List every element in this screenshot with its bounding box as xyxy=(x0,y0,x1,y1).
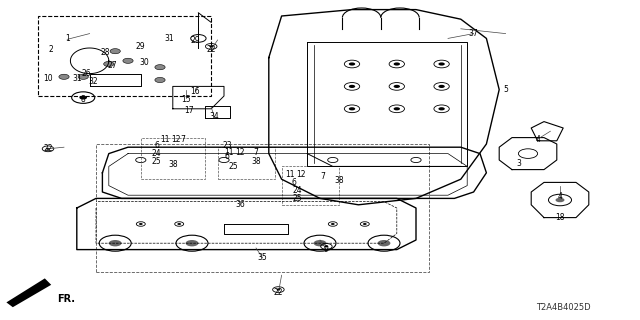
Circle shape xyxy=(394,62,400,66)
Text: 22: 22 xyxy=(207,45,216,54)
Text: 6: 6 xyxy=(225,152,230,161)
Text: 5: 5 xyxy=(503,85,508,94)
Text: 11: 11 xyxy=(161,135,170,144)
Text: 25: 25 xyxy=(152,157,162,166)
Text: 2: 2 xyxy=(49,45,54,54)
Text: 16: 16 xyxy=(190,87,200,96)
Circle shape xyxy=(276,289,280,291)
Circle shape xyxy=(394,85,400,88)
Text: 3: 3 xyxy=(516,159,521,168)
Polygon shape xyxy=(6,278,51,307)
Circle shape xyxy=(363,223,367,225)
Text: 30: 30 xyxy=(139,58,149,67)
Text: 12: 12 xyxy=(236,148,244,156)
Text: 26: 26 xyxy=(81,69,92,78)
Text: 38: 38 xyxy=(251,157,261,166)
Text: 38: 38 xyxy=(334,176,344,185)
Circle shape xyxy=(46,148,50,150)
Circle shape xyxy=(209,45,213,47)
Text: 17: 17 xyxy=(184,106,194,115)
Circle shape xyxy=(438,85,445,88)
Text: 23: 23 xyxy=(222,141,232,150)
Circle shape xyxy=(378,240,390,246)
Text: 7: 7 xyxy=(180,135,185,144)
Circle shape xyxy=(155,77,165,83)
Circle shape xyxy=(349,107,355,110)
Text: 4: 4 xyxy=(535,135,540,144)
Text: 7: 7 xyxy=(321,172,326,180)
Text: 1: 1 xyxy=(65,34,70,43)
Circle shape xyxy=(155,65,165,70)
Circle shape xyxy=(78,74,88,79)
Text: T2A4B4025D: T2A4B4025D xyxy=(536,303,591,312)
Circle shape xyxy=(177,223,181,225)
Circle shape xyxy=(110,49,120,54)
Text: 28: 28 xyxy=(101,48,110,57)
Text: 29: 29 xyxy=(190,36,200,44)
Text: 22: 22 xyxy=(274,288,283,297)
Circle shape xyxy=(324,245,328,247)
Circle shape xyxy=(394,107,400,110)
Text: 8: 8 xyxy=(81,95,86,104)
Text: 29: 29 xyxy=(136,42,146,51)
Text: 36: 36 xyxy=(235,200,245,209)
Text: 32: 32 xyxy=(88,77,98,86)
Text: 6: 6 xyxy=(292,178,297,187)
Text: 9: 9 xyxy=(324,245,329,254)
Circle shape xyxy=(556,198,564,202)
Text: 25: 25 xyxy=(292,194,303,203)
Text: 34: 34 xyxy=(209,112,220,121)
Circle shape xyxy=(314,240,326,246)
Text: 37: 37 xyxy=(468,29,479,38)
Text: 25: 25 xyxy=(228,162,239,171)
Circle shape xyxy=(123,58,133,63)
Text: 31: 31 xyxy=(72,74,82,83)
Circle shape xyxy=(59,74,69,79)
Text: 6: 6 xyxy=(154,141,159,150)
Text: 11: 11 xyxy=(285,170,294,179)
Circle shape xyxy=(349,85,355,88)
Text: 38: 38 xyxy=(168,160,178,169)
Text: 10: 10 xyxy=(43,74,53,83)
Text: 24: 24 xyxy=(152,149,162,158)
Text: 12: 12 xyxy=(296,170,305,179)
Text: 4: 4 xyxy=(557,192,563,201)
Text: 18: 18 xyxy=(556,213,564,222)
Text: 35: 35 xyxy=(257,253,268,262)
Circle shape xyxy=(139,223,143,225)
Circle shape xyxy=(104,61,114,67)
Circle shape xyxy=(186,240,198,246)
Text: 24: 24 xyxy=(292,186,303,195)
Circle shape xyxy=(331,223,335,225)
Text: 22: 22 xyxy=(44,144,52,153)
Text: 15: 15 xyxy=(180,95,191,104)
Circle shape xyxy=(438,62,445,66)
Circle shape xyxy=(349,62,355,66)
Circle shape xyxy=(438,107,445,110)
Text: 31: 31 xyxy=(164,34,175,43)
Circle shape xyxy=(79,96,87,100)
Text: 11: 11 xyxy=(225,148,234,156)
Text: 12: 12 xyxy=(172,135,180,144)
Text: FR.: FR. xyxy=(58,294,76,304)
Text: 7: 7 xyxy=(253,148,259,156)
Circle shape xyxy=(109,240,122,246)
Text: 27: 27 xyxy=(107,61,117,70)
